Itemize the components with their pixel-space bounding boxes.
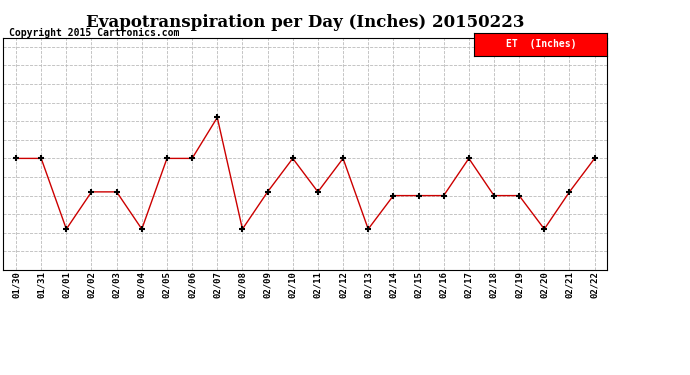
Title: Evapotranspiration per Day (Inches) 20150223: Evapotranspiration per Day (Inches) 2015…: [86, 14, 524, 31]
Text: Copyright 2015 Cartronics.com: Copyright 2015 Cartronics.com: [10, 28, 180, 38]
